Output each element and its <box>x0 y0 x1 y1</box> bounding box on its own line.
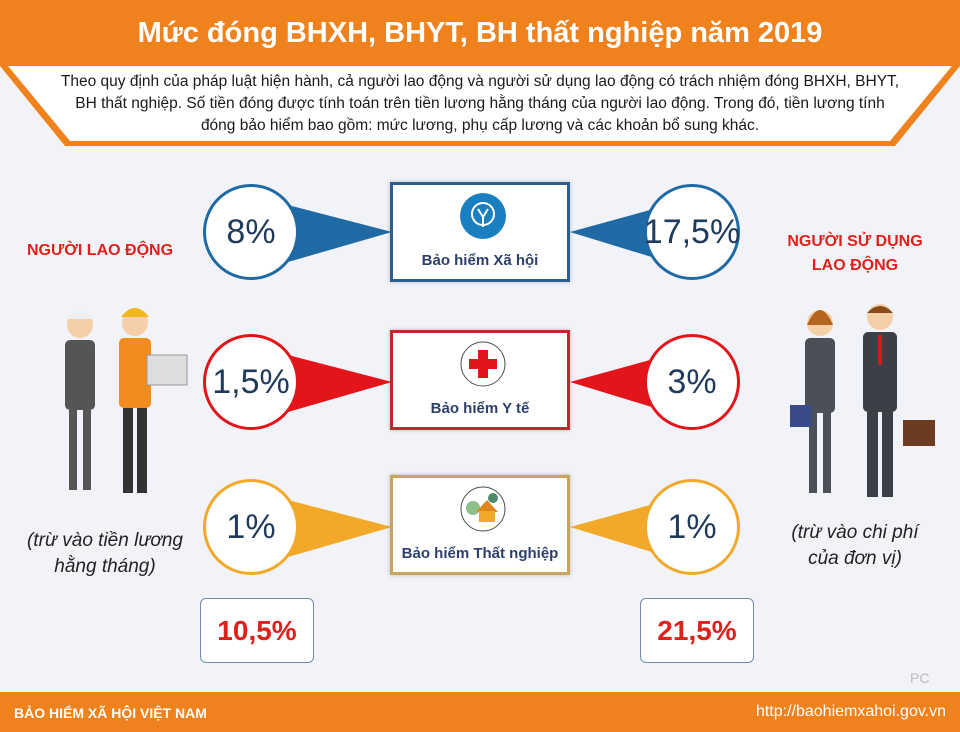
footer-org: BẢO HIỂM XÃ HỘI VIỆT NAM <box>14 705 207 721</box>
employee-note-line2: hằng tháng) <box>54 556 156 577</box>
employee-note-line1: (trừ vào tiền lương <box>27 530 183 551</box>
bhxh-box: Bảo hiểm Xã hội <box>390 182 570 282</box>
employer-bhtn-rate: 1% <box>644 479 740 575</box>
employer-title-line2: LAO ĐỘNG <box>811 257 899 274</box>
house-icon <box>460 486 506 532</box>
employer-title: NGƯỜI SỬ DỤNG LAO ĐỘNG <box>760 230 950 278</box>
cone-bhxh-right <box>570 205 668 262</box>
cone-bhyt-right <box>570 355 668 412</box>
bhxh-label: Bảo hiểm Xã hội <box>421 252 539 269</box>
bhtn-box: Bảo hiểm Thất nghiệp <box>390 475 570 575</box>
employer-bhxh-rate: 17,5% <box>644 184 740 280</box>
bhyt-box: Bảo hiểm Y tế <box>390 330 570 430</box>
footer-url[interactable]: http://baohiemxahoi.gov.vn <box>755 703 946 720</box>
employer-total: 21,5% <box>640 598 754 663</box>
employer-note-line1: (trừ vào chi phí <box>791 522 919 543</box>
intro-text: Theo quy định của pháp luật hiện hành, c… <box>60 73 900 134</box>
cone-bhyt-left <box>288 355 392 412</box>
red-cross-icon <box>460 341 506 387</box>
employee-note: (trừ vào tiền lương hằng tháng) <box>0 528 210 580</box>
cone-bhtn-right <box>570 500 668 557</box>
employee-bhxh-rate: 8% <box>203 184 299 280</box>
cone-bhtn-left <box>288 500 392 557</box>
employer-bhyt-rate: 3% <box>644 334 740 430</box>
workers-illustration <box>65 308 188 493</box>
employee-total: 10,5% <box>200 598 314 663</box>
social-insurance-logo-icon <box>460 193 506 239</box>
employee-bhyt-rate: 1,5% <box>203 334 299 430</box>
cone-bhxh-left <box>288 205 392 262</box>
employers-illustration <box>790 304 935 497</box>
footer: BẢO HIỂM XÃ HỘI VIỆT NAM http://baohiemx… <box>0 692 960 732</box>
employer-note-line2: của đơn vị) <box>808 548 902 569</box>
bhtn-label: Bảo hiểm Thất nghiệp <box>401 545 559 562</box>
watermark: PC <box>910 670 930 686</box>
employee-title: NGƯỜI LAO ĐỘNG <box>26 242 174 259</box>
employer-note: (trừ vào chi phí của đơn vị) <box>760 520 950 572</box>
page-title: Mức đóng BHXH, BHYT, BH thất nghiệp năm … <box>0 0 960 66</box>
employer-title-line1: NGƯỜI SỬ DỤNG <box>787 233 923 250</box>
employee-bhtn-rate: 1% <box>203 479 299 575</box>
intro-banner <box>0 66 960 146</box>
bhyt-label: Bảo hiểm Y tế <box>430 400 530 417</box>
